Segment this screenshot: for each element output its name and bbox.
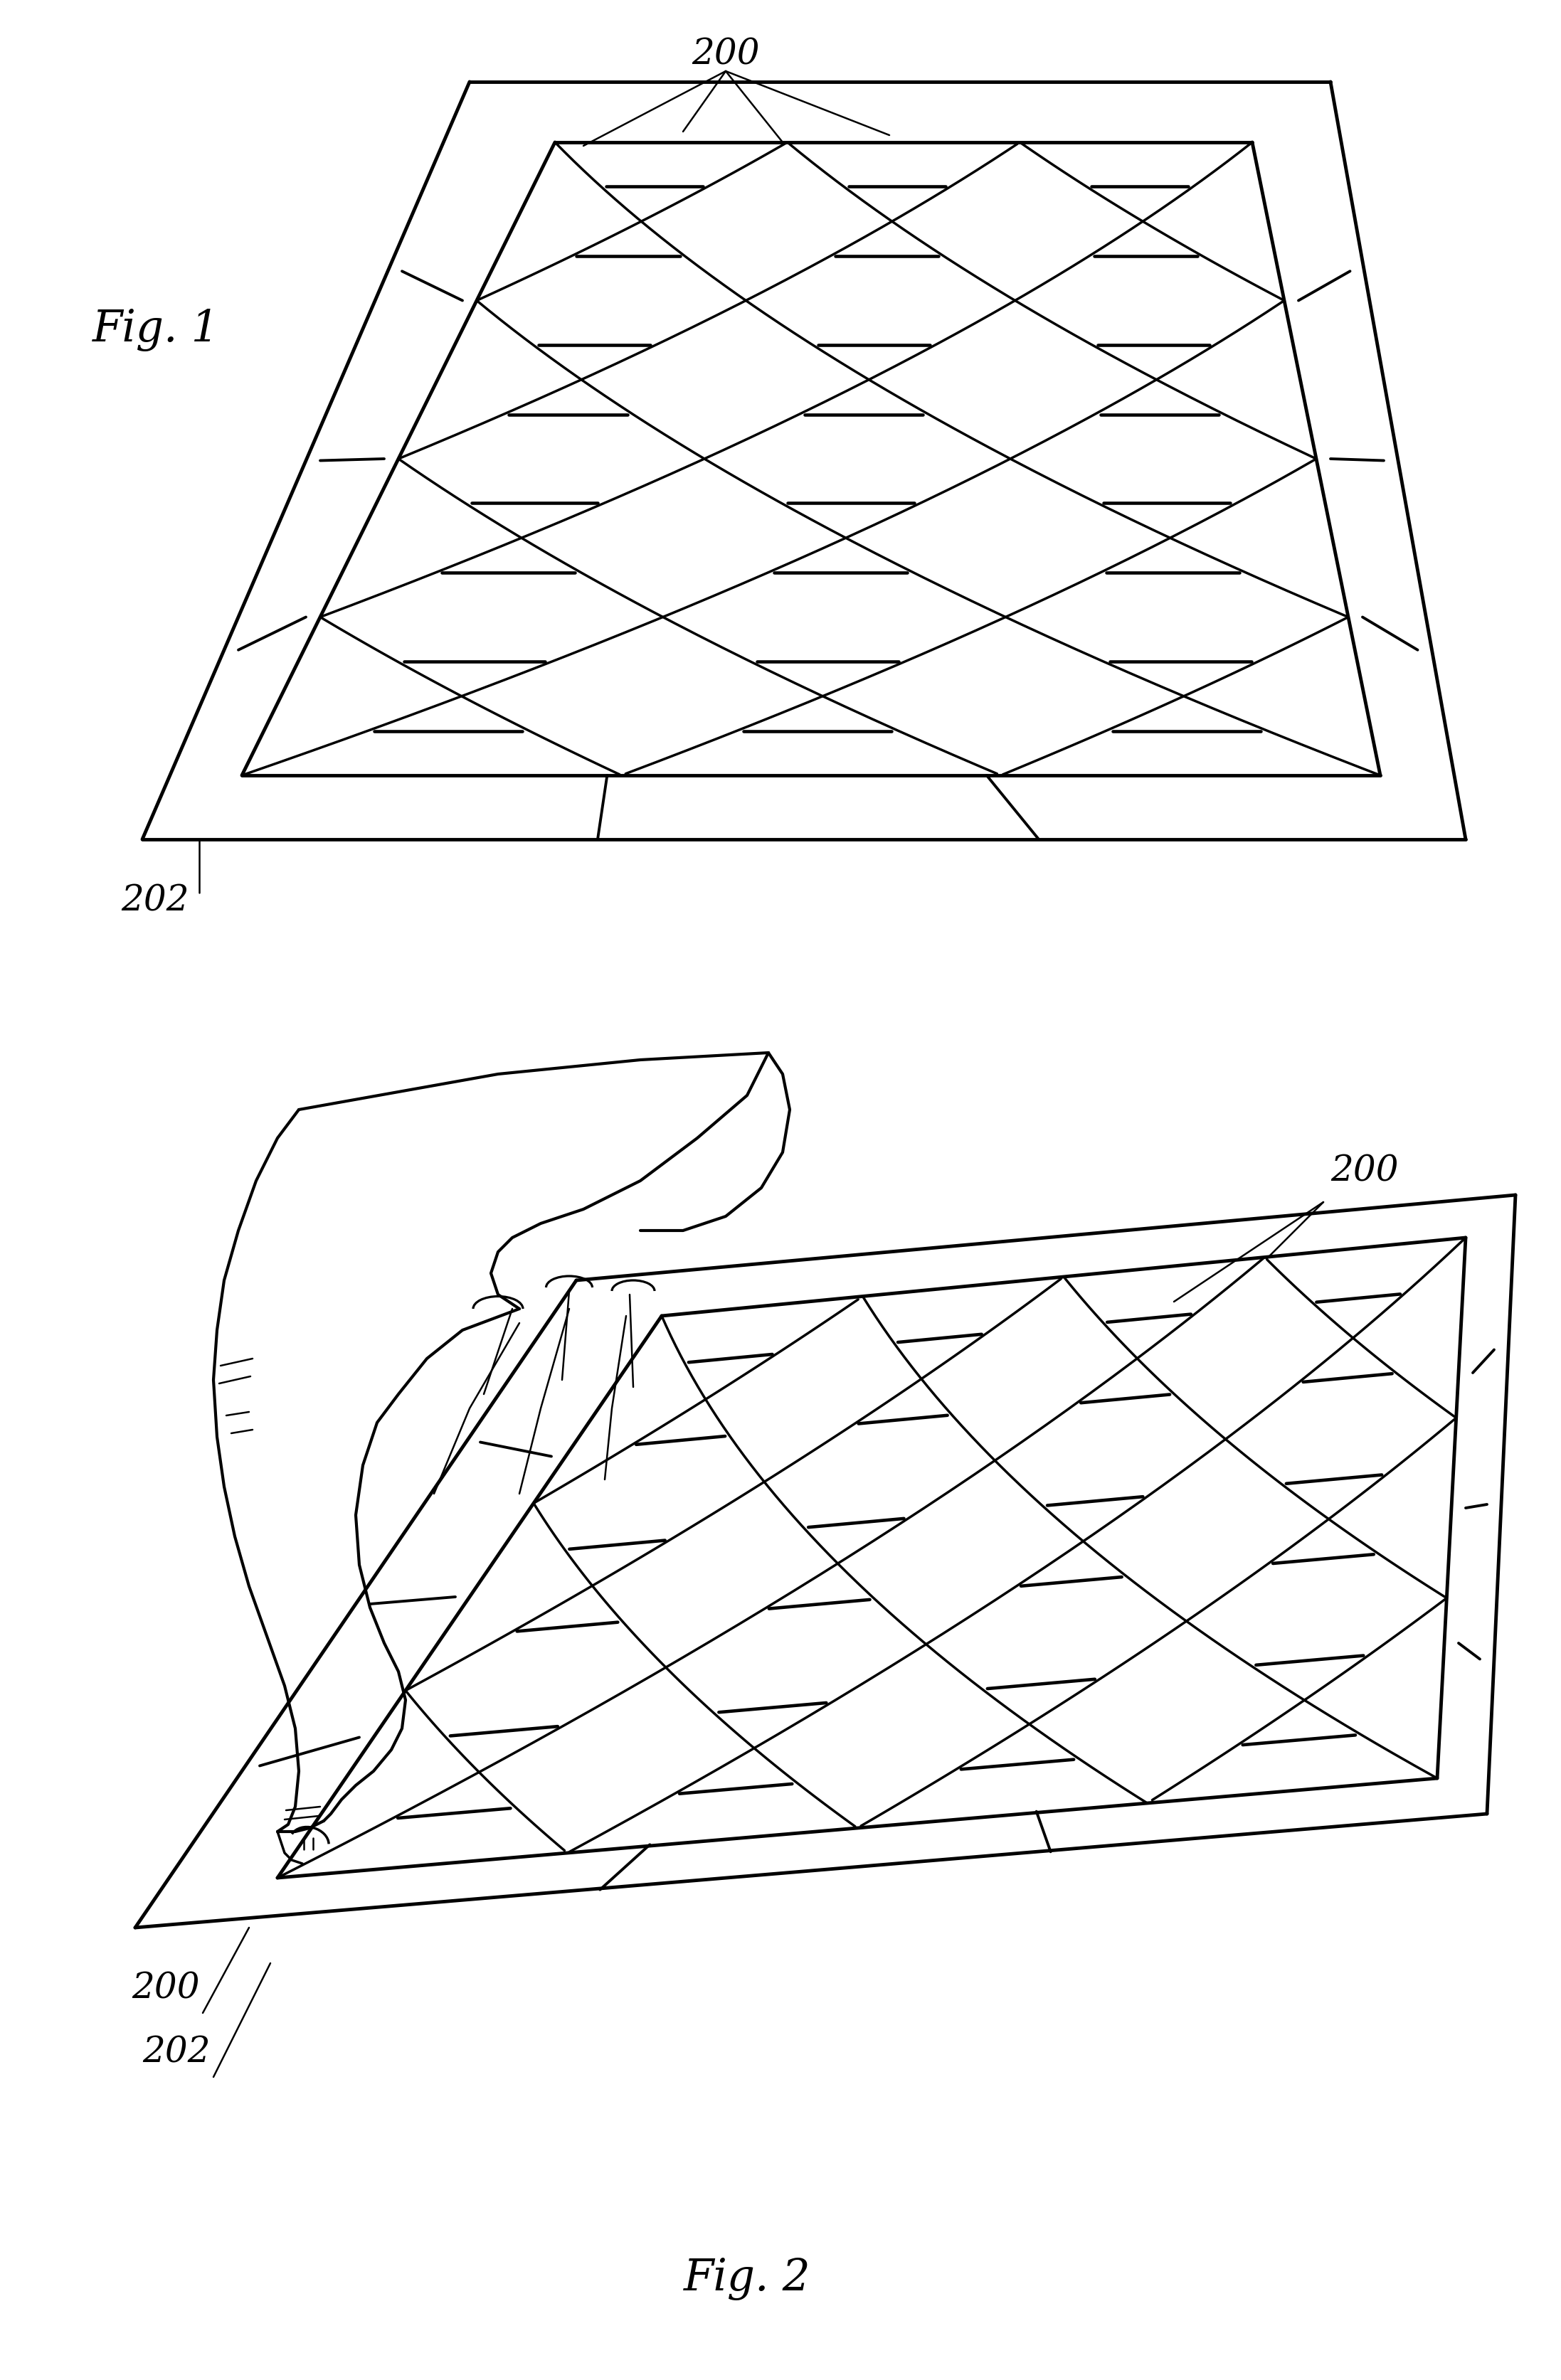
Text: 202: 202	[120, 883, 189, 919]
Text: Fig. 1: Fig. 1	[92, 309, 220, 352]
Text: 202: 202	[142, 2035, 211, 2071]
Text: Fig. 2: Fig. 2	[684, 2259, 810, 2301]
Text: 200: 200	[692, 36, 760, 71]
Text: 200: 200	[1330, 1154, 1399, 1188]
Text: 200: 200	[131, 1971, 200, 2006]
